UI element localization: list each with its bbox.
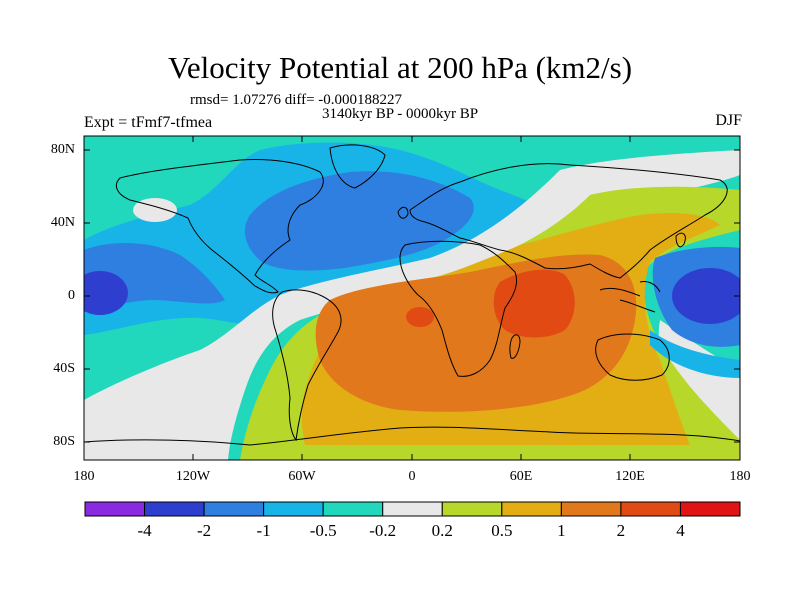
coast-greenland [329,144,386,189]
field-minus05-east [650,330,740,378]
x-label-60w: 60W [288,469,316,484]
colorbar-swatch-6 [441,501,503,517]
y-label-80s: 80S [53,434,75,449]
coastlines [84,144,740,446]
colorbar-label-1: -2 [196,521,212,540]
experiment-label: Expt = tFmf7-tfmea [84,114,213,131]
season-label: DJF [715,112,742,129]
x-label-0: 0 [408,469,416,484]
field-minus2-atlantic [244,171,474,271]
colorbar-label-9: 4 [676,521,685,540]
colorbar [84,501,741,517]
coast-antarctica [84,426,740,446]
velocity-potential-field [84,136,740,460]
rmsd-diff-stats: rmsd= 1.07276 diff= -0.000188227 [190,92,403,108]
x-label-120w: 120W [175,469,211,484]
x-label-180e: 180 [729,469,751,484]
y-label-40s: 40S [53,361,75,376]
colorbar-swatch-10 [679,501,741,517]
colorbar-label-3: -0.5 [309,521,337,540]
field-neutral-band [84,150,740,460]
field-neutral-pacific-blob [133,198,177,222]
colorbar-swatch-4 [322,501,384,517]
coast-madagascar [509,334,521,359]
x-label-60e: 60E [509,469,533,484]
y-label-80n: 80N [50,142,75,157]
x-label-120e: 120E [615,469,645,484]
colorbar-swatch-9 [620,501,681,517]
x-label-180w: 180 [73,469,95,484]
colorbar-label-4: -0.2 [369,521,397,540]
colorbar-swatch-5 [382,501,443,517]
coast-japan [675,232,686,248]
colorbar-label-7: 1 [557,521,566,540]
field-positive-2 [493,269,575,338]
colorbar-label-8: 2 [616,521,626,540]
y-label-0: 0 [68,288,75,303]
colorbar-swatch-0 [84,501,146,517]
field-minus2-east [672,268,740,324]
field-positive-2-africa [406,307,434,327]
colorbar-label-6: 0.5 [491,521,513,540]
coast-africa [399,240,518,377]
colorbar-swatch-7 [501,501,562,517]
coast-maritime [599,281,661,313]
colorbar-swatch-8 [560,501,622,517]
time-period-label: 3140kyr BP - 0000kyr BP [322,106,479,122]
axis-ticks [84,136,740,460]
coast-uk [397,206,409,219]
coast-eurasia [409,163,728,279]
colorbar-swatch-3 [263,501,324,517]
colorbar-swatch-1 [144,501,205,517]
coast-south-america [272,289,342,442]
coast-north-america [115,159,324,294]
plot-title: Velocity Potential at 200 hPa (km2/s) [167,50,633,85]
field-minus2-west [84,271,128,315]
colorbar-swatch-2 [203,501,265,517]
coast-australia [595,333,670,381]
colorbar-label-5: 0.2 [431,521,453,540]
y-label-40n: 40N [50,215,75,230]
colorbar-label-0: -4 [137,521,152,540]
colorbar-label-2: -1 [256,521,271,540]
